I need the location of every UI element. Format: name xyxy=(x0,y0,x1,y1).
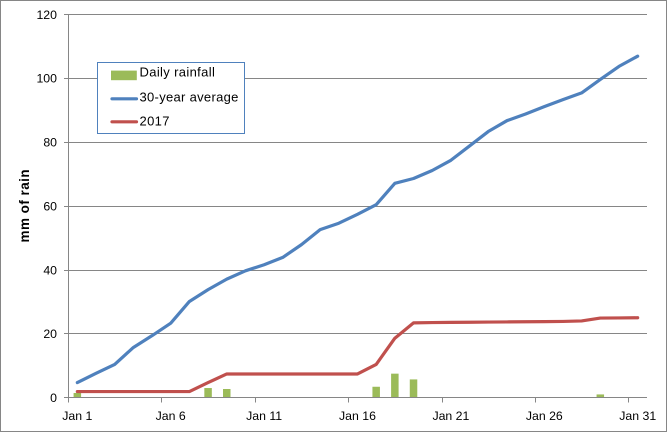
svg-text:2017: 2017 xyxy=(140,113,170,128)
svg-text:60: 60 xyxy=(43,200,57,214)
svg-text:80: 80 xyxy=(43,136,57,150)
svg-text:Jan 26: Jan 26 xyxy=(526,409,563,423)
svg-text:Jan 11: Jan 11 xyxy=(246,409,282,423)
svg-text:100: 100 xyxy=(36,72,57,86)
svg-text:30-year average: 30-year average xyxy=(140,90,239,105)
svg-text:40: 40 xyxy=(43,263,57,277)
svg-text:Jan 31: Jan 31 xyxy=(619,409,656,423)
svg-text:Jan 21: Jan 21 xyxy=(432,409,469,423)
svg-text:120: 120 xyxy=(36,8,57,22)
svg-text:0: 0 xyxy=(50,391,57,405)
svg-text:Jan 1: Jan 1 xyxy=(62,409,92,423)
svg-text:Jan 16: Jan 16 xyxy=(339,409,376,423)
svg-text:Daily rainfall: Daily rainfall xyxy=(140,65,216,80)
svg-text:mm of rain: mm of rain xyxy=(17,169,32,243)
svg-text:20: 20 xyxy=(43,327,57,341)
svg-text:Jan 6: Jan 6 xyxy=(156,409,186,423)
